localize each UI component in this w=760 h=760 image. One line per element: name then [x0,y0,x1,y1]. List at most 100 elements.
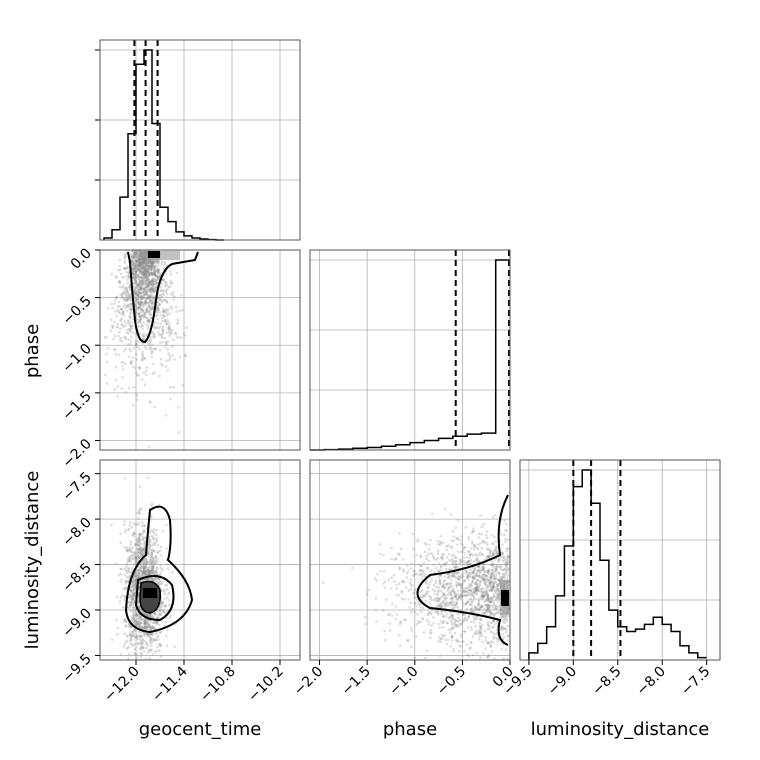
panel-phase-vs-geocent-time-point [154,279,158,283]
panel-luminosity-distance-vs-phase-point [469,588,473,591]
panel-phase-vs-geocent-time-point [123,255,127,259]
panel-phase-vs-geocent-time-point [145,333,148,337]
panel-phase-vs-geocent-time-point [134,265,138,269]
panel-luminosity-distance-vs-phase-point [460,576,464,580]
panel-luminosity-distance-vs-phase-point [447,576,450,580]
panel-phase-vs-geocent-time-point [150,293,154,296]
panel-luminosity-distance-vs-phase-point [486,603,490,606]
panel-phase-vs-geocent-time-point [141,280,145,283]
panel-luminosity-distance-vs-phase-point [486,543,489,547]
panel-luminosity-distance-vs-phase-point [461,604,465,608]
panel-phase-vs-geocent-time-point [119,318,123,322]
panel-phase-vs-geocent-time-point [136,302,140,305]
panel-phase-vs-geocent-time-point [148,400,152,403]
panel-phase-vs-geocent-time-point [160,289,163,293]
panel-phase-vs-geocent-time-point [149,267,153,270]
panel-phase-vs-geocent-time-point [147,305,150,308]
panel-phase-vs-geocent-time-point [135,274,139,277]
panel-phase-vs-geocent-time-point [137,261,141,265]
panel-luminosity-distance-vs-phase-point [492,614,495,618]
panel-phase-vs-geocent-time-point [135,281,139,284]
panel-luminosity-distance-vs-geocent-time-point [153,528,156,531]
panel-phase-vs-geocent-time-point [140,291,143,294]
panel-luminosity-distance-vs-phase-point [434,566,438,570]
panel-luminosity-distance-vs-phase-point [415,553,418,557]
panel-phase-vs-geocent-time-point [134,286,138,289]
xtick-label-phase: −0.5 [434,664,469,699]
panel-luminosity-distance-vs-phase-point [456,606,460,609]
panel-phase-vs-geocent-time-point [148,297,151,301]
panel-phase-vs-geocent-time-point [169,273,173,277]
xtick-label-phase: −2.0 [291,664,326,699]
panel-luminosity-distance-vs-phase-point [431,588,435,591]
panel-luminosity-distance-vs-phase-point [492,577,496,581]
panel-phase-vs-geocent-time-point [116,322,119,326]
panel-phase-vs-geocent-time-point [143,268,147,272]
panel-phase-vs-geocent-time-point [175,271,179,275]
panel-luminosity-distance-vs-phase-point [395,613,399,616]
panel-phase-vs-geocent-time-point [143,383,147,386]
panel-luminosity-distance-vs-phase-point [475,571,478,575]
panel-luminosity-distance-vs-phase-point [469,568,472,572]
panel-phase-vs-geocent-time-point [146,305,150,308]
panel-phase-vs-geocent-time-point [162,314,165,318]
panel-luminosity-distance-vs-phase-point [446,612,449,616]
panel-luminosity-distance-vs-phase-point [419,569,423,572]
panel-luminosity-distance-vs-phase-point [439,640,442,644]
panel-luminosity-distance-vs-phase-point [506,555,510,559]
panel-luminosity-distance-vs-phase-point [433,592,437,596]
panel-phase-vs-geocent-time-point [120,361,124,364]
panel-phase-vs-geocent-time-point [127,355,131,358]
panel-phase-vs-geocent-time-point [143,283,146,287]
panel-phase-vs-geocent-time-point [154,269,158,273]
panel-phase-vs-geocent-time-point [169,385,172,389]
panel-phase-vs-geocent-time-point [137,302,141,305]
panel-phase-vs-geocent-time-point [141,290,145,294]
panel-luminosity-distance-vs-phase-point [407,589,411,592]
panel-phase-vs-geocent-time-point [131,404,135,407]
panel-luminosity-distance-vs-phase-point [497,595,500,599]
panel-luminosity-distance-vs-geocent-time-point [132,522,136,526]
panel-phase-vs-geocent-time-point [129,325,133,329]
panel-phase-vs-geocent-time-point [141,309,144,312]
ytick-label-luminosity-distance: −7.5 [59,469,94,504]
panel-luminosity-distance-vs-phase-point [472,621,476,624]
panel-luminosity-distance-vs-phase-point [442,619,446,623]
panel-phase-vs-geocent-time-point [130,302,133,306]
panel-phase-vs-geocent-time-point [132,262,136,265]
panel-phase-vs-geocent-time-point [128,304,132,308]
panel-phase-vs-geocent-time-point [143,335,146,339]
panel-phase-vs-geocent-time-point [141,265,145,269]
panel-phase-vs-geocent-time-point [159,293,162,297]
panel-phase-vs-geocent-time-point [125,270,128,274]
panel-phase-vs-geocent-time-point [121,292,125,296]
panel-luminosity-distance-vs-geocent-time-point [123,530,127,534]
panel-phase-vs-geocent-time-point [139,306,142,309]
panel-luminosity-distance-vs-phase-point [452,590,455,594]
panel-phase-vs-geocent-time-point [143,289,147,292]
panel-phase-vs-geocent-time-point [113,348,116,351]
panel-luminosity-distance-vs-geocent-time-point [171,571,174,574]
panel-phase-vs-geocent-time-point [136,263,140,266]
panel-luminosity-distance-vs-phase-point [406,639,409,643]
panel-luminosity-distance-vs-phase-point [445,548,448,552]
panel-luminosity-distance-vs-phase-point [473,544,476,547]
panel-phase-vs-geocent-time-point [126,294,130,297]
panel-luminosity-distance-vs-geocent-time-point [129,590,133,593]
panel-luminosity-distance-vs-phase-point [450,574,454,578]
panel-phase-vs-geocent-time-point [135,398,139,402]
panel-phase-vs-geocent-time-point [148,260,152,263]
panel-phase-vs-geocent-time-point [115,296,118,299]
panel-phase-vs-geocent-time-point [148,288,152,292]
panel-phase-vs-geocent-time-point [141,271,144,275]
panel-phase-vs-geocent-time-point [142,310,146,314]
panel-phase-vs-geocent-time-point [128,324,132,327]
panel-luminosity-distance-vs-phase-point [481,553,485,556]
panel-phase-vs-geocent-time-point [151,279,154,283]
panel-phase-vs-geocent-time-point [136,277,140,280]
panel-phase-vs-geocent-time-point [127,327,131,331]
panel-luminosity-distance-vs-phase-point [490,533,494,537]
panel-phase-vs-geocent-time-point [151,286,155,290]
panel-luminosity-distance-vs-phase-point [409,587,413,591]
panel-luminosity-distance-vs-geocent-time-point [150,569,154,572]
